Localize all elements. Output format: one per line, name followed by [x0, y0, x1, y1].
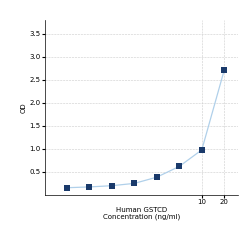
Point — [110, 184, 114, 188]
Point — [200, 148, 204, 152]
Point — [65, 186, 69, 190]
Y-axis label: OD: OD — [21, 102, 27, 113]
Point — [87, 185, 91, 189]
Point — [155, 175, 159, 179]
Point — [222, 68, 226, 72]
Point — [177, 164, 181, 168]
Point — [132, 182, 136, 186]
X-axis label: Human GSTCD
Concentration (ng/ml): Human GSTCD Concentration (ng/ml) — [103, 206, 180, 220]
